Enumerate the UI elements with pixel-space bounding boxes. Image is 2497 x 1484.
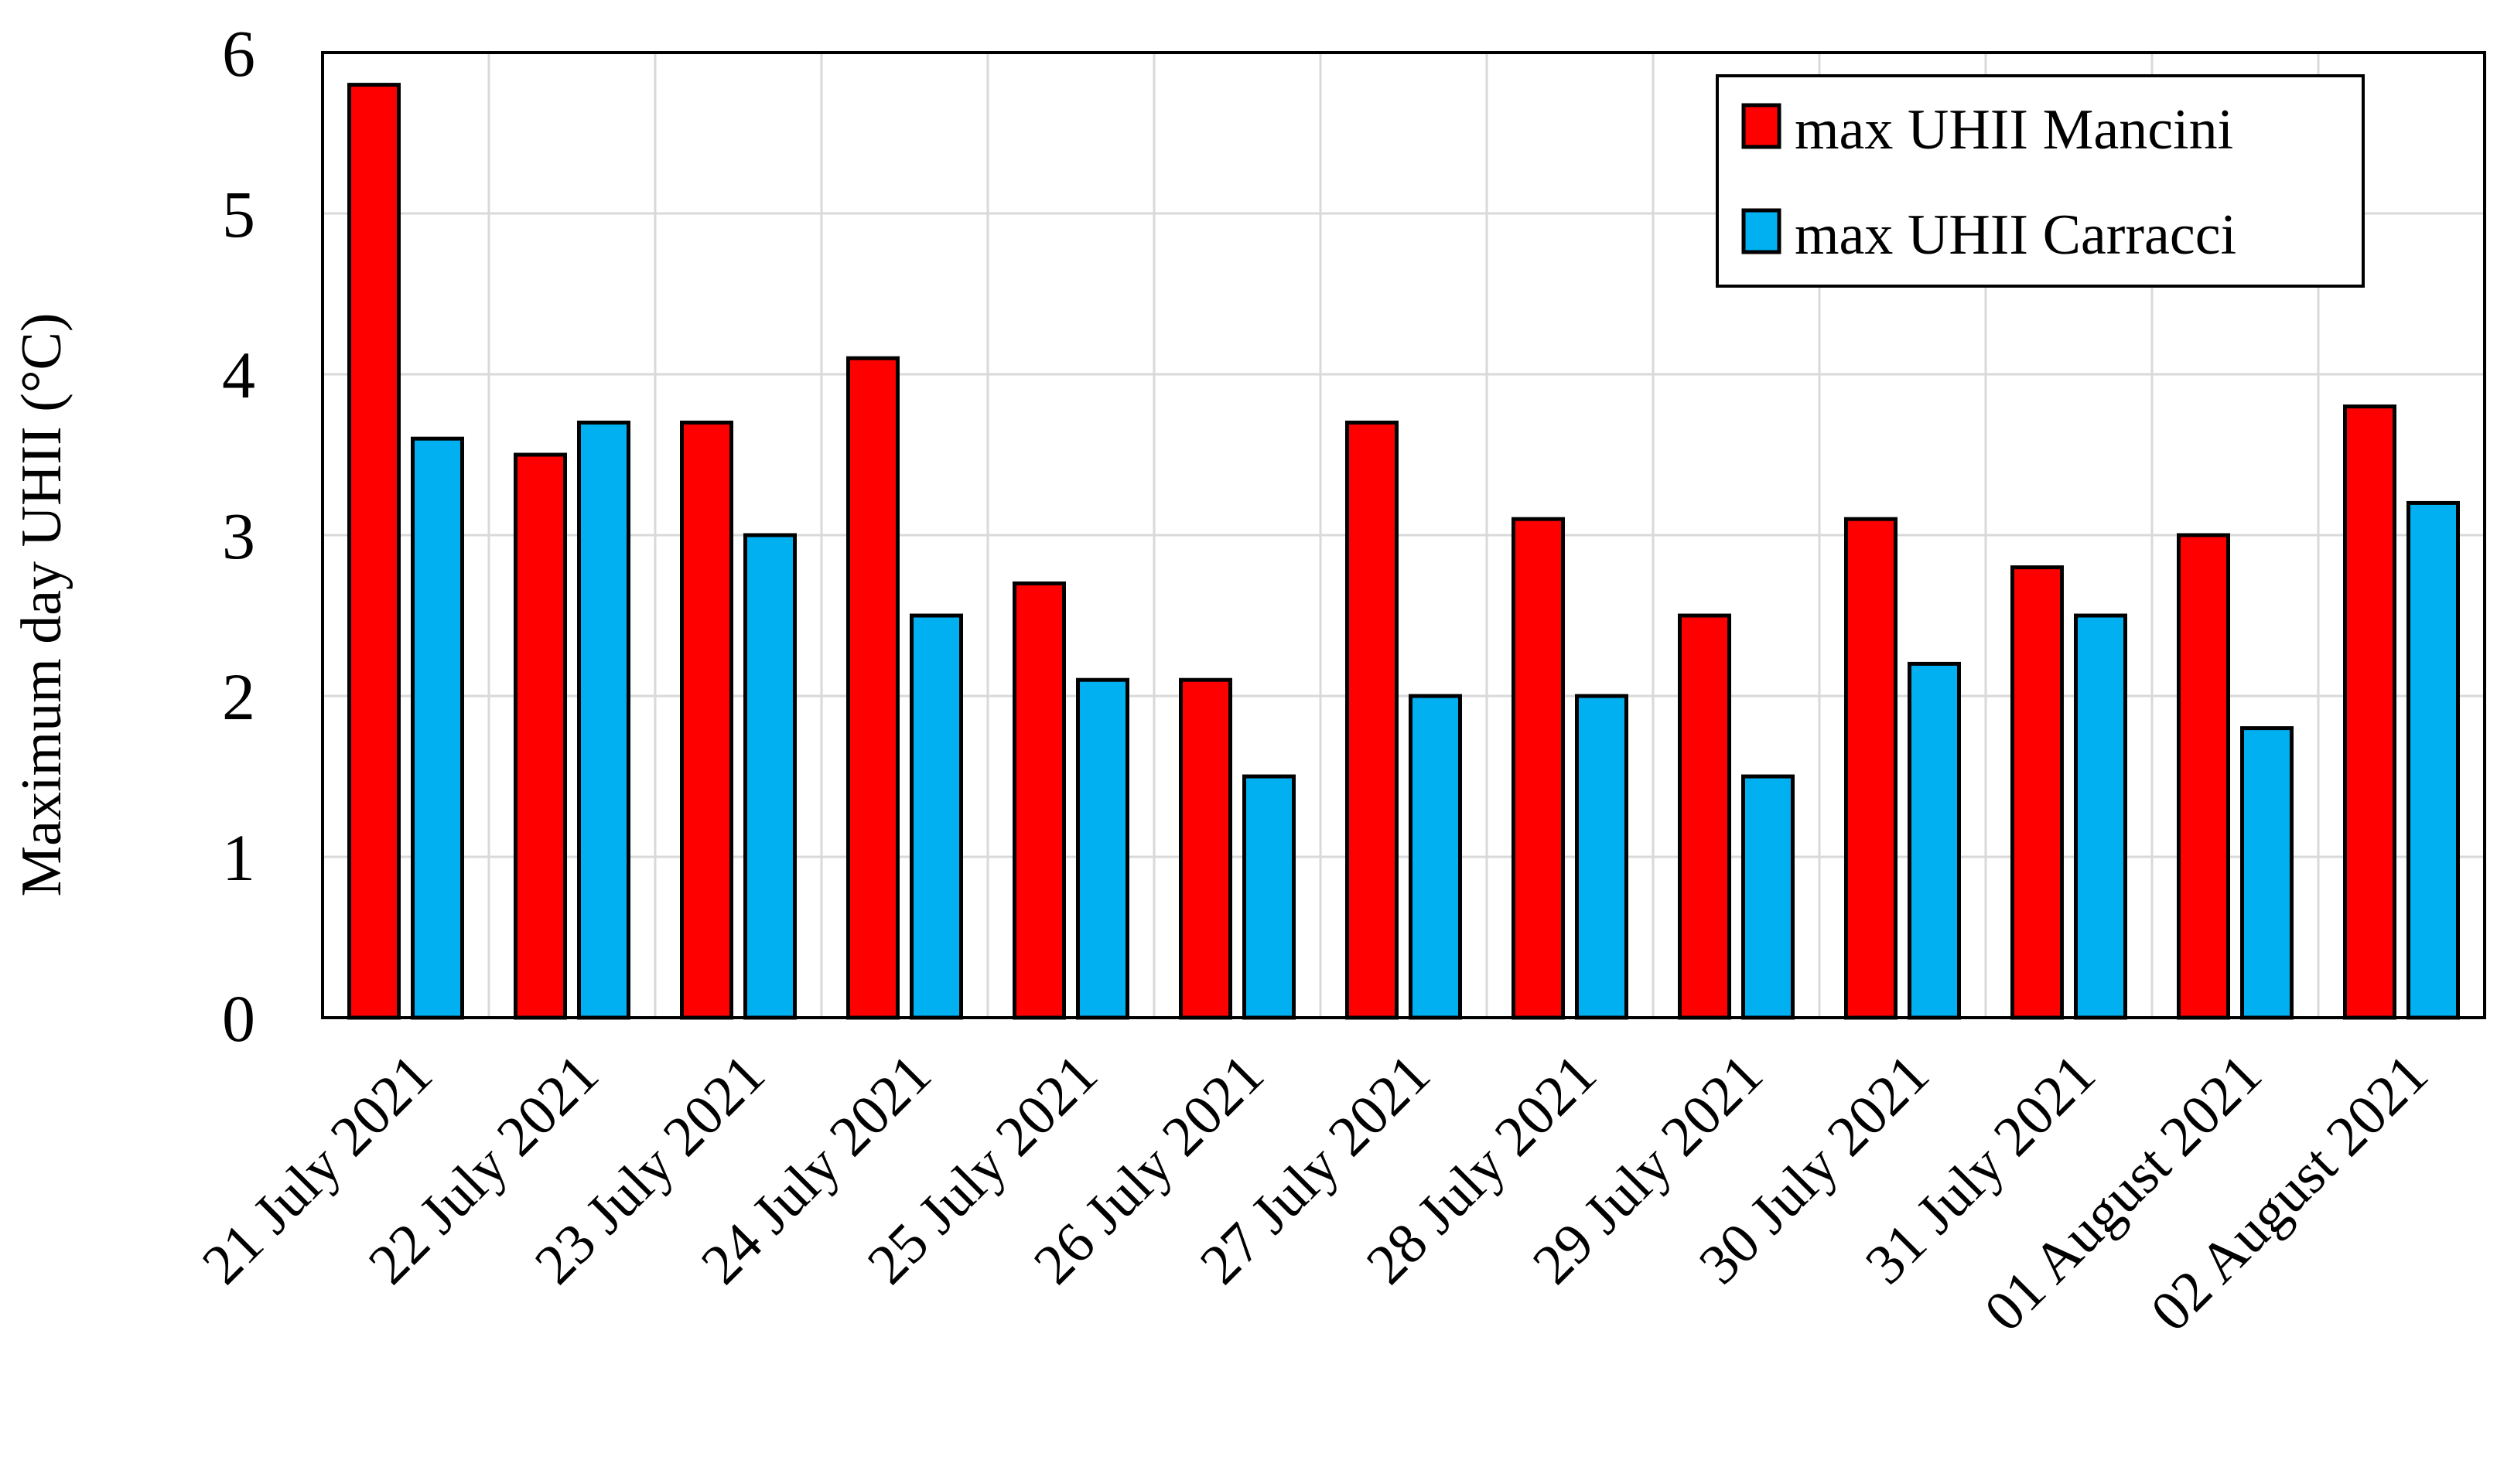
bar-mancini bbox=[1512, 517, 1565, 1020]
bar-carracci bbox=[1409, 694, 1462, 1020]
bars bbox=[347, 83, 2460, 1020]
bar-mancini bbox=[1844, 517, 1898, 1020]
legend-swatch bbox=[1741, 208, 1781, 254]
y-tick-label: 4 bbox=[222, 338, 255, 412]
bar-carracci bbox=[577, 420, 630, 1020]
bar-carracci bbox=[2406, 500, 2460, 1020]
bar-mancini bbox=[347, 83, 401, 1020]
y-axis-label: Maximum day UHII (°C) bbox=[10, 312, 73, 896]
y-tick-label: 2 bbox=[222, 660, 255, 734]
bar-mancini bbox=[514, 452, 567, 1020]
bar-carracci bbox=[1242, 774, 1296, 1020]
y-tick-label: 1 bbox=[222, 820, 255, 895]
y-tick-label: 0 bbox=[222, 981, 255, 1056]
y-tick-label: 6 bbox=[222, 16, 255, 90]
legend-box bbox=[1716, 74, 2365, 288]
legend: max UHII Mancini max UHII Carracci bbox=[1716, 74, 2365, 288]
bar-carracci bbox=[1076, 677, 1129, 1020]
legend-label: max UHII Mancini bbox=[1795, 98, 2233, 162]
gridlines bbox=[323, 51, 2485, 1019]
legend-label: max UHII Carracci bbox=[1795, 203, 2236, 267]
y-tick-label: 3 bbox=[222, 499, 255, 573]
plot-border bbox=[321, 51, 2486, 1019]
bar-mancini bbox=[1678, 613, 1731, 1020]
bar-mancini bbox=[680, 420, 733, 1020]
bar-mancini bbox=[1013, 581, 1066, 1020]
bar-mancini bbox=[1345, 420, 1399, 1020]
bar-carracci bbox=[1575, 694, 1628, 1020]
legend-swatch bbox=[1741, 103, 1781, 149]
bar-mancini bbox=[1179, 677, 1232, 1020]
bar-carracci bbox=[910, 613, 963, 1020]
bar-mancini bbox=[2010, 565, 2064, 1020]
bar-carracci bbox=[1908, 661, 1961, 1020]
y-tick-labels: 0 1 2 3 4 5 6 bbox=[222, 16, 255, 1056]
bar-carracci bbox=[411, 436, 464, 1020]
bar-mancini bbox=[2177, 533, 2230, 1020]
bar-carracci bbox=[1741, 774, 1795, 1020]
y-tick-label: 5 bbox=[222, 177, 255, 251]
bar-carracci bbox=[743, 533, 797, 1020]
plot-frame bbox=[321, 51, 2486, 1019]
bar-mancini bbox=[2343, 404, 2396, 1020]
bar-mancini bbox=[846, 356, 900, 1020]
bar-carracci bbox=[2240, 726, 2294, 1020]
bar-carracci bbox=[2074, 613, 2127, 1020]
